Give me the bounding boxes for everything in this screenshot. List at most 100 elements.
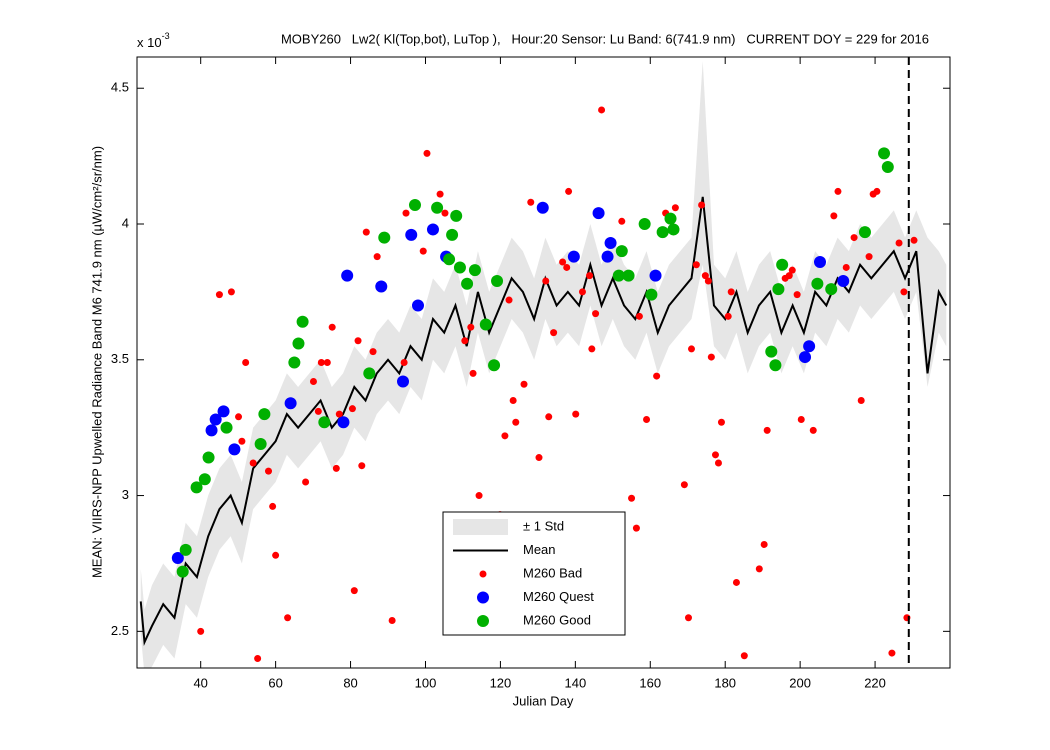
data-point	[468, 264, 481, 277]
data-point	[667, 223, 680, 236]
data-point	[332, 464, 340, 472]
data-point	[258, 408, 271, 421]
data-point	[362, 228, 370, 236]
data-point	[776, 258, 789, 271]
data-point	[479, 318, 492, 331]
data-point	[701, 272, 709, 280]
data-point	[850, 234, 858, 242]
data-point	[755, 565, 763, 573]
x-tick-label: 60	[268, 675, 282, 690]
legend-label: M260 Quest	[523, 589, 594, 604]
data-point	[785, 272, 793, 280]
data-point	[443, 253, 456, 266]
data-point	[302, 478, 310, 486]
data-point	[227, 288, 235, 296]
data-point	[732, 578, 740, 586]
legend-label: ± 1 Std	[523, 518, 564, 533]
data-point	[397, 375, 410, 388]
data-point	[215, 291, 223, 299]
data-point	[501, 432, 509, 440]
data-point	[488, 359, 501, 372]
legend-label: M260 Bad	[523, 565, 582, 580]
data-point	[217, 405, 230, 418]
data-point	[335, 410, 343, 418]
data-point	[692, 261, 700, 269]
data-point	[769, 359, 782, 372]
data-point	[272, 551, 280, 559]
data-point	[190, 481, 203, 494]
data-point	[550, 329, 558, 337]
data-point	[834, 187, 842, 195]
data-point	[405, 228, 418, 241]
data-point	[635, 312, 643, 320]
data-point	[363, 367, 376, 380]
y-tick-label: 3.5	[111, 351, 129, 366]
data-point	[411, 299, 424, 312]
data-point	[369, 348, 377, 356]
axes-frame	[136, 56, 951, 669]
data-point	[578, 288, 586, 296]
data-point	[698, 201, 706, 209]
legend-label: M260 Good	[523, 612, 591, 627]
legend-swatch	[479, 570, 487, 578]
data-point	[653, 372, 661, 380]
data-point	[811, 277, 824, 290]
data-point	[491, 275, 504, 288]
data-point	[865, 253, 873, 261]
data-point	[358, 462, 366, 470]
data-point	[350, 587, 358, 595]
data-point	[622, 269, 635, 282]
data-point	[328, 323, 336, 331]
x-tick-label: 120	[490, 675, 512, 690]
data-point	[341, 269, 354, 282]
data-point	[254, 437, 267, 450]
data-point	[375, 280, 388, 293]
data-point	[649, 269, 662, 282]
data-point	[567, 250, 580, 263]
data-point	[615, 245, 628, 258]
data-point	[431, 201, 444, 214]
y-multiplier-exponent: -3	[162, 31, 170, 41]
y-tick-label: 4.5	[111, 80, 129, 95]
data-point	[317, 359, 325, 366]
x-tick-label: 40	[193, 675, 207, 690]
data-point	[400, 359, 408, 366]
data-point	[618, 217, 626, 225]
data-point	[830, 212, 838, 220]
data-point	[881, 160, 894, 173]
y-tick-label: 2.5	[111, 623, 129, 638]
data-point	[671, 204, 679, 212]
data-point	[197, 627, 205, 635]
legend-swatch	[477, 615, 489, 627]
data-point	[592, 310, 600, 318]
data-point	[559, 258, 567, 266]
data-point	[402, 209, 410, 217]
data-point	[323, 359, 331, 366]
data-point	[572, 410, 580, 418]
data-point	[469, 369, 477, 377]
data-point	[419, 247, 427, 255]
data-point	[563, 263, 571, 271]
data-point	[436, 190, 444, 198]
data-point	[895, 239, 903, 247]
data-point	[707, 353, 715, 361]
data-point	[535, 454, 543, 462]
data-point	[314, 407, 322, 415]
data-point	[249, 459, 257, 467]
mean-line	[139, 196, 948, 647]
data-point	[408, 198, 421, 211]
data-point	[632, 524, 640, 532]
y-tick-label: 3	[122, 487, 129, 502]
data-point	[284, 397, 297, 410]
data-point	[714, 459, 722, 467]
data-point	[446, 228, 459, 241]
data-point	[205, 424, 218, 437]
data-point	[842, 263, 850, 271]
data-point	[793, 291, 801, 299]
data-point	[373, 253, 381, 261]
data-point	[858, 226, 871, 239]
data-point	[475, 492, 483, 500]
legend: ± 1 Std Mean M260 Bad M260 Quest M260 Good	[442, 511, 626, 636]
data-point	[565, 187, 573, 195]
y-tick-label: 4	[122, 215, 129, 230]
